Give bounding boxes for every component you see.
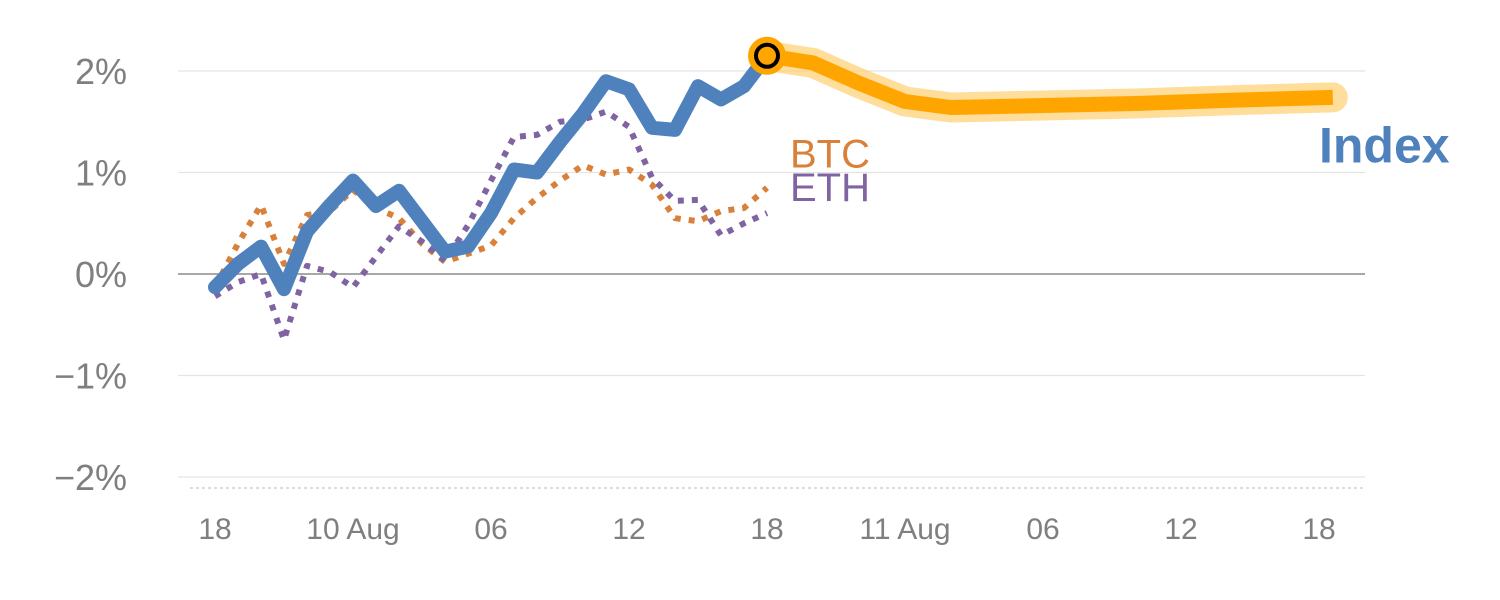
eth-line [213, 108, 769, 343]
y-tick-label-minus-1: −1% [54, 356, 127, 397]
x-tick-label: 18 [750, 513, 783, 546]
y-tick-label-0: 0% [75, 254, 127, 295]
x-tick-label: 12 [1164, 513, 1197, 546]
x-tick-label: 18 [1302, 513, 1335, 546]
series-label-eth: ETH [790, 166, 870, 210]
series-group [208, 36, 1348, 343]
x-axis: 18 10 Aug 06 12 18 11 Aug 06 12 18 [198, 513, 1335, 546]
series-label-btc: BTC [790, 132, 870, 176]
x-tick-label: 12 [612, 513, 645, 546]
current-point-marker [754, 42, 780, 69]
y-tick-label-2: 2% [75, 51, 127, 92]
y-tick-label-minus-2: −2% [54, 457, 127, 498]
index-projection-line [765, 48, 1334, 115]
gridlines [178, 70, 1365, 489]
x-tick-label: 10 Aug [306, 513, 399, 546]
x-tick-label: 06 [474, 513, 507, 546]
x-tick-label: 06 [1026, 513, 1059, 546]
y-tick-label-1: 1% [75, 153, 127, 194]
btc-line [212, 162, 769, 289]
x-tick-label: 18 [198, 513, 231, 546]
x-tick-label: 11 Aug [859, 513, 950, 546]
y-axis: 2% 1% 0% −1% −2% [54, 51, 127, 498]
series-labels: BTC ETH Index [790, 117, 1450, 210]
index-line [208, 48, 774, 297]
series-label-index: Index [1319, 117, 1450, 173]
